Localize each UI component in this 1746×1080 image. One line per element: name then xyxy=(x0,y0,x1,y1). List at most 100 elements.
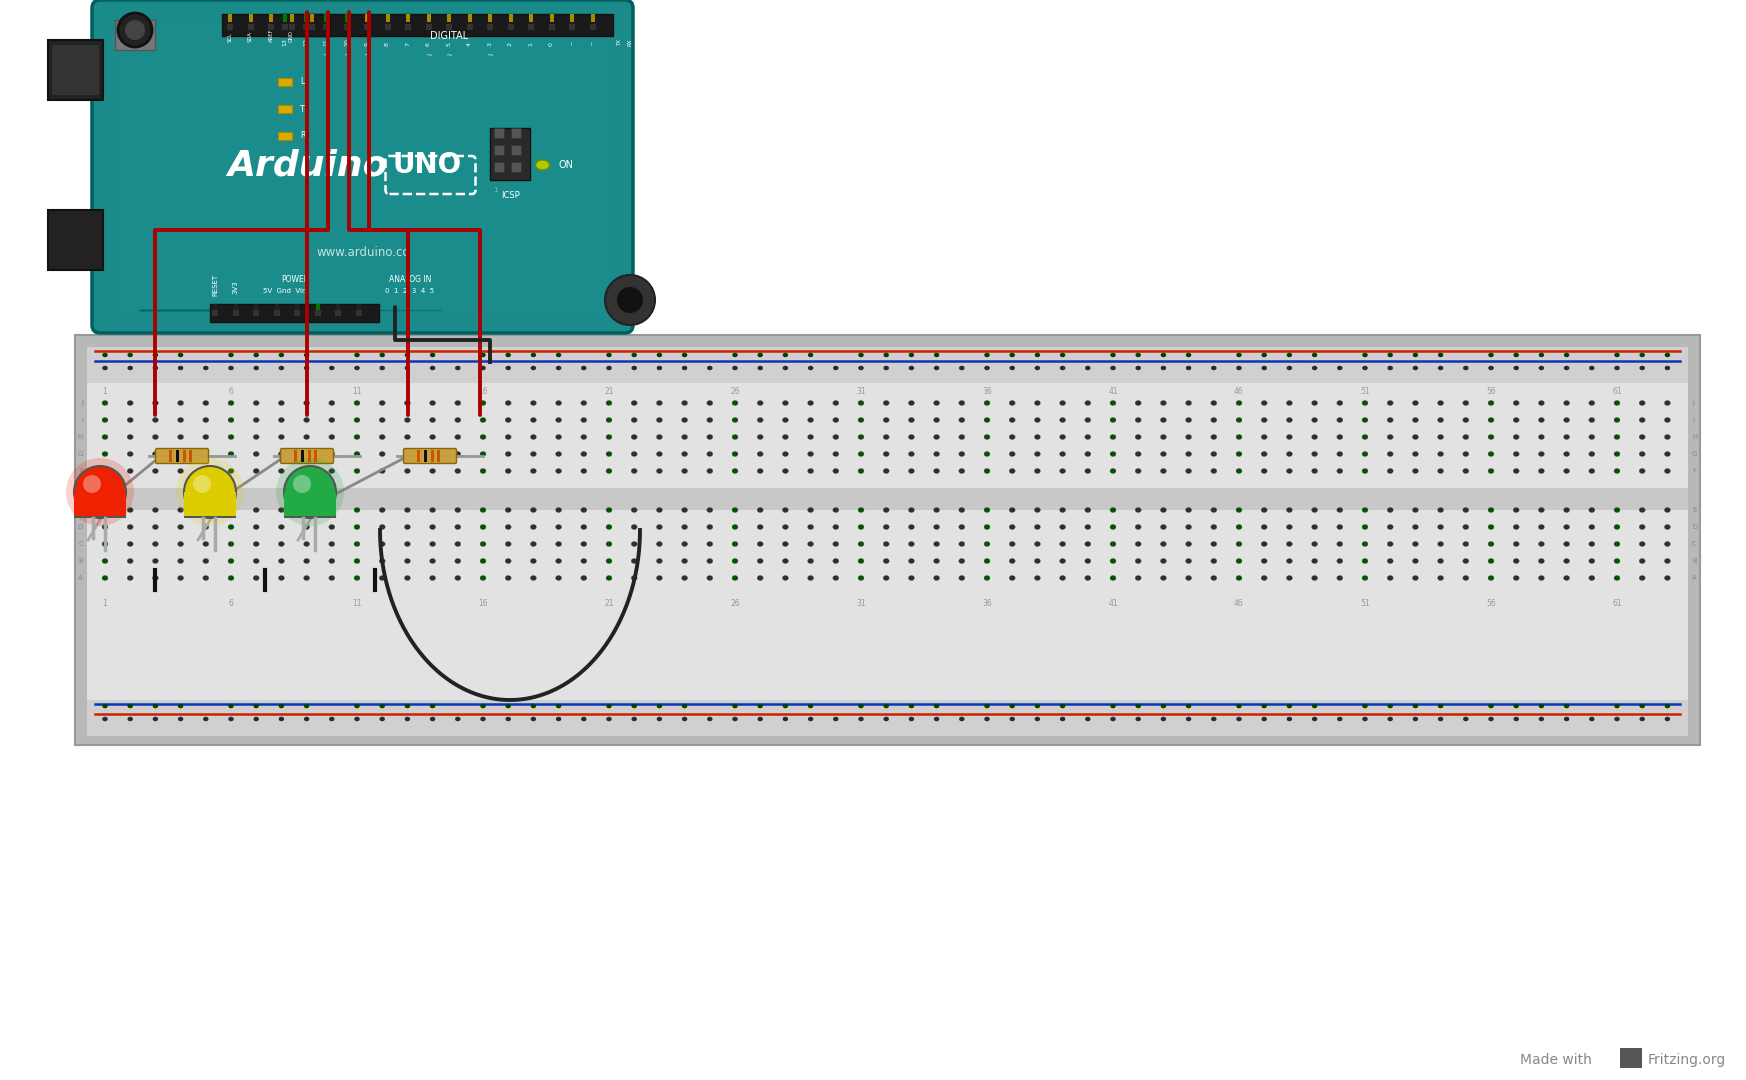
Ellipse shape xyxy=(480,469,485,473)
Bar xyxy=(356,303,360,310)
Circle shape xyxy=(285,465,335,518)
Ellipse shape xyxy=(1488,525,1495,529)
Ellipse shape xyxy=(883,451,889,457)
Ellipse shape xyxy=(1337,434,1343,440)
Ellipse shape xyxy=(101,401,108,405)
Ellipse shape xyxy=(1437,525,1444,529)
Ellipse shape xyxy=(328,541,335,546)
Bar xyxy=(445,24,452,30)
Ellipse shape xyxy=(1463,541,1468,546)
Ellipse shape xyxy=(1463,401,1468,405)
Ellipse shape xyxy=(531,704,536,708)
Ellipse shape xyxy=(229,366,234,370)
Ellipse shape xyxy=(253,525,258,529)
Ellipse shape xyxy=(1413,469,1418,473)
Ellipse shape xyxy=(555,418,562,422)
Bar xyxy=(512,162,520,172)
Ellipse shape xyxy=(480,366,485,370)
Bar xyxy=(307,450,311,462)
Ellipse shape xyxy=(505,704,512,708)
Ellipse shape xyxy=(833,451,838,457)
Ellipse shape xyxy=(1135,469,1142,473)
Ellipse shape xyxy=(1084,717,1091,721)
Ellipse shape xyxy=(1236,366,1241,370)
Text: F: F xyxy=(79,468,84,474)
Ellipse shape xyxy=(908,418,915,422)
Ellipse shape xyxy=(934,469,939,473)
Ellipse shape xyxy=(1009,418,1014,422)
Ellipse shape xyxy=(178,451,183,457)
Bar xyxy=(87,488,1688,510)
Ellipse shape xyxy=(103,704,108,708)
Ellipse shape xyxy=(253,717,258,721)
Ellipse shape xyxy=(379,558,386,564)
Ellipse shape xyxy=(1084,401,1091,405)
Ellipse shape xyxy=(454,558,461,564)
Ellipse shape xyxy=(959,451,966,457)
Ellipse shape xyxy=(505,525,512,529)
Ellipse shape xyxy=(505,541,512,546)
Ellipse shape xyxy=(581,366,587,370)
Bar xyxy=(468,14,471,22)
Ellipse shape xyxy=(908,717,915,721)
Ellipse shape xyxy=(1639,508,1645,513)
Ellipse shape xyxy=(1161,576,1166,581)
Ellipse shape xyxy=(1210,525,1217,529)
Ellipse shape xyxy=(405,558,410,564)
Ellipse shape xyxy=(1413,401,1418,405)
Ellipse shape xyxy=(1084,541,1091,546)
Ellipse shape xyxy=(531,717,536,721)
Text: 11: 11 xyxy=(353,387,361,395)
Ellipse shape xyxy=(152,434,159,440)
Ellipse shape xyxy=(1613,434,1620,440)
Ellipse shape xyxy=(985,541,990,546)
Ellipse shape xyxy=(1388,576,1393,581)
Bar xyxy=(386,14,389,22)
Bar xyxy=(285,516,335,518)
Ellipse shape xyxy=(606,704,611,708)
Ellipse shape xyxy=(152,525,159,529)
Ellipse shape xyxy=(480,704,485,708)
Ellipse shape xyxy=(859,366,864,370)
Ellipse shape xyxy=(1538,434,1545,440)
Ellipse shape xyxy=(1161,353,1166,357)
Text: Arduino: Arduino xyxy=(227,148,388,183)
Ellipse shape xyxy=(833,366,838,370)
Bar xyxy=(316,303,320,310)
Ellipse shape xyxy=(883,353,889,357)
Ellipse shape xyxy=(1060,353,1065,357)
Ellipse shape xyxy=(1110,366,1116,370)
Ellipse shape xyxy=(833,401,838,405)
Ellipse shape xyxy=(1261,469,1268,473)
Ellipse shape xyxy=(101,508,108,513)
Ellipse shape xyxy=(934,451,939,457)
Ellipse shape xyxy=(1362,434,1369,440)
Ellipse shape xyxy=(1589,451,1594,457)
Ellipse shape xyxy=(354,451,360,457)
Ellipse shape xyxy=(581,576,587,581)
Ellipse shape xyxy=(1664,401,1671,405)
Bar xyxy=(466,24,473,30)
Ellipse shape xyxy=(1413,541,1418,546)
Bar xyxy=(590,14,594,22)
Ellipse shape xyxy=(1413,576,1418,581)
Ellipse shape xyxy=(1639,418,1645,422)
Ellipse shape xyxy=(782,541,789,546)
Ellipse shape xyxy=(1236,418,1241,422)
Ellipse shape xyxy=(808,508,814,513)
Ellipse shape xyxy=(536,160,550,170)
Ellipse shape xyxy=(430,418,435,422)
Ellipse shape xyxy=(555,717,562,721)
Ellipse shape xyxy=(1135,508,1142,513)
Text: 16: 16 xyxy=(478,387,487,395)
Ellipse shape xyxy=(1110,525,1116,529)
Ellipse shape xyxy=(1060,508,1065,513)
Ellipse shape xyxy=(833,508,838,513)
Ellipse shape xyxy=(1589,508,1594,513)
Ellipse shape xyxy=(1084,469,1091,473)
Ellipse shape xyxy=(354,366,360,370)
Ellipse shape xyxy=(1337,401,1343,405)
Text: 6: 6 xyxy=(229,387,234,395)
Ellipse shape xyxy=(1236,434,1241,440)
Ellipse shape xyxy=(1514,353,1519,357)
